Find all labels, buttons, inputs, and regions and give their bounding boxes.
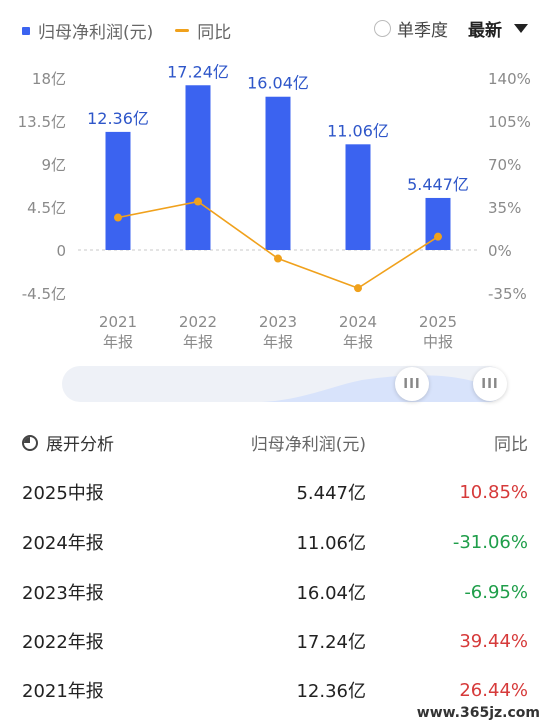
bar-value-label: 16.04亿 [247, 74, 309, 93]
quarterly-label[interactable]: 单季度 [397, 21, 448, 41]
profit-chart: 18亿 13.5亿 9亿 4.5亿 0 -4.5亿 140% 105% 70% 35% 0% -35%… [18, 62, 531, 351]
legend-label-profit: 归母净利润(元) [38, 23, 154, 43]
bar-legend-swatch [22, 26, 30, 35]
x-tick-label: 中报 [423, 333, 453, 351]
row-profit: 17.24亿 [296, 632, 366, 653]
chart-legend: 归母净利润(元) 同比 [22, 18, 231, 43]
x-tick-label: 2025 [419, 313, 457, 331]
y-left-tick-label: 0 [56, 242, 66, 260]
row-yoy: 10.85% [459, 481, 528, 503]
yoy-point [354, 284, 362, 293]
expand-analysis-link[interactable]: 展开分析 [46, 435, 114, 455]
y-left-tick-label: 18亿 [32, 70, 66, 88]
row-profit: 11.06亿 [296, 533, 366, 554]
bar-value-label: 5.447亿 [407, 175, 469, 194]
yoy-point [194, 197, 202, 206]
table-row[interactable]: 2025中报 5.447亿 10.85% [22, 477, 528, 507]
bar [185, 85, 211, 250]
x-tick-label: 2023 [259, 313, 297, 331]
y-right-tick-label: 0% [488, 242, 512, 260]
table-row[interactable]: 2023年报 16.04亿 -6.95% [22, 577, 528, 607]
x-tick-label: 2022 [179, 313, 217, 331]
y-right-tick-label: 105% [488, 113, 531, 131]
line-legend-swatch [175, 29, 190, 32]
row-period: 2022年报 [22, 632, 104, 653]
row-profit: 12.36亿 [296, 681, 366, 702]
row-profit: 16.04亿 [296, 583, 366, 604]
yoy-point [114, 213, 122, 222]
watermark: www.365jz.com [412, 704, 544, 722]
row-yoy: -6.95% [464, 581, 528, 603]
y-left-tick-label: 9亿 [41, 156, 66, 174]
x-tick-label: 年报 [263, 333, 293, 351]
table-row[interactable]: 2021年报 12.36亿 26.44% [22, 675, 528, 705]
range-slider-track[interactable] [62, 366, 506, 402]
pie-chart-icon[interactable] [22, 434, 38, 451]
row-yoy: 26.44% [459, 679, 528, 701]
bar [105, 131, 131, 250]
x-tick-label: 年报 [183, 333, 213, 351]
table-header: 展开分析 归母净利润(元) 同比 [22, 430, 528, 455]
slider-preview-area [62, 375, 506, 402]
yoy-point [274, 254, 282, 263]
chevron-down-icon[interactable] [514, 24, 528, 33]
table-row[interactable]: 2024年报 11.06亿 -31.06% [22, 527, 528, 557]
chart-controls: 单季度 最新 [374, 16, 528, 41]
x-tick-label: 年报 [103, 333, 133, 351]
row-yoy: 39.44% [459, 630, 528, 652]
row-profit: 5.447亿 [296, 483, 366, 504]
y-left-tick-label: -4.5亿 [22, 285, 66, 303]
quarterly-radio[interactable] [374, 20, 391, 37]
row-period: 2021年报 [22, 681, 104, 702]
bar [265, 96, 291, 251]
row-period: 2025中报 [22, 483, 104, 504]
bar-value-label: 11.06亿 [327, 121, 389, 140]
yoy-column-header: 同比 [494, 435, 528, 455]
x-tick-label: 2021 [99, 313, 137, 331]
period-select[interactable]: 最新 [468, 21, 502, 41]
y-right-tick-label: 70% [488, 156, 521, 174]
y-right-tick-label: -35% [488, 285, 527, 303]
legend-label-yoy: 同比 [197, 23, 232, 43]
profit-column-header: 归母净利润(元) [250, 435, 366, 455]
y-left-tick-label: 13.5亿 [18, 113, 66, 131]
row-yoy: -31.06% [452, 531, 528, 553]
y-left-tick-label: 4.5亿 [27, 199, 66, 217]
bar-value-label: 12.36亿 [87, 109, 149, 128]
yoy-point [434, 232, 442, 241]
slider-handle-left[interactable]: III [395, 367, 429, 401]
x-tick-label: 2024 [339, 313, 377, 331]
y-right-tick-label: 35% [488, 199, 521, 217]
bar [345, 144, 371, 250]
x-tick-label: 年报 [343, 333, 373, 351]
slider-handle-right[interactable]: III [473, 367, 507, 401]
row-period: 2023年报 [22, 583, 104, 604]
table-row[interactable]: 2022年报 17.24亿 39.44% [22, 626, 528, 656]
row-period: 2024年报 [22, 533, 104, 554]
y-right-tick-label: 140% [488, 70, 531, 88]
bar-value-label: 17.24亿 [167, 62, 229, 81]
